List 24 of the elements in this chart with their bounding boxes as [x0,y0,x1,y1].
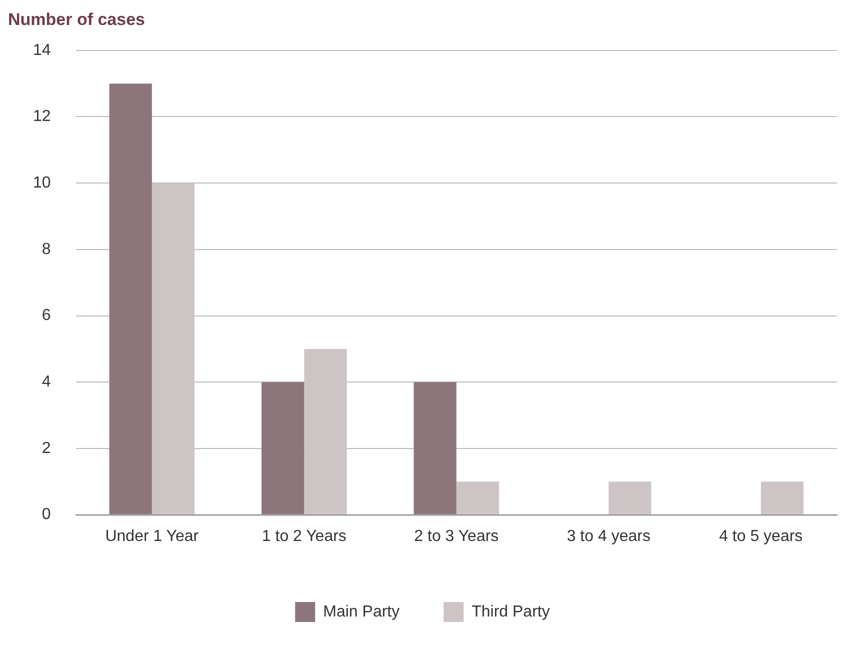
legend-label: Main Party [323,603,400,620]
y-tick-label: 0 [42,506,51,524]
bar [414,382,456,514]
y-tick-label: 6 [42,307,51,324]
chart-title: Number of cases [8,10,145,29]
y-tick-label: 10 [33,174,51,192]
x-tick-label: 1 to 2 Years [262,528,346,545]
y-tick-label: 12 [33,108,51,126]
bar [109,84,152,514]
bar [760,482,804,514]
y-tick-label: 8 [42,240,51,258]
bar [608,482,652,514]
bar [262,382,304,514]
y-tick-label: 2 [42,440,51,457]
y-tick-label: 4 [42,374,51,391]
bar [152,183,195,514]
bar [456,482,500,514]
x-tick-label: Under 1 Year [105,528,200,545]
y-tick-label: 14 [33,42,51,59]
legend-label: Third Party [472,603,550,620]
bar [304,348,347,514]
x-tick-label: 4 to 5 years [719,528,803,545]
x-tick-label: 3 to 4 years [566,528,650,545]
x-tick-label: 2 to 3 Years [414,528,499,545]
